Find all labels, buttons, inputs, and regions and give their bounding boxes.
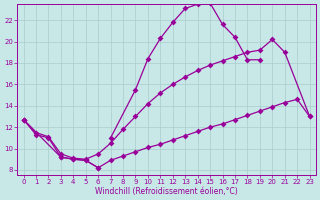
X-axis label: Windchill (Refroidissement éolien,°C): Windchill (Refroidissement éolien,°C) <box>95 187 238 196</box>
